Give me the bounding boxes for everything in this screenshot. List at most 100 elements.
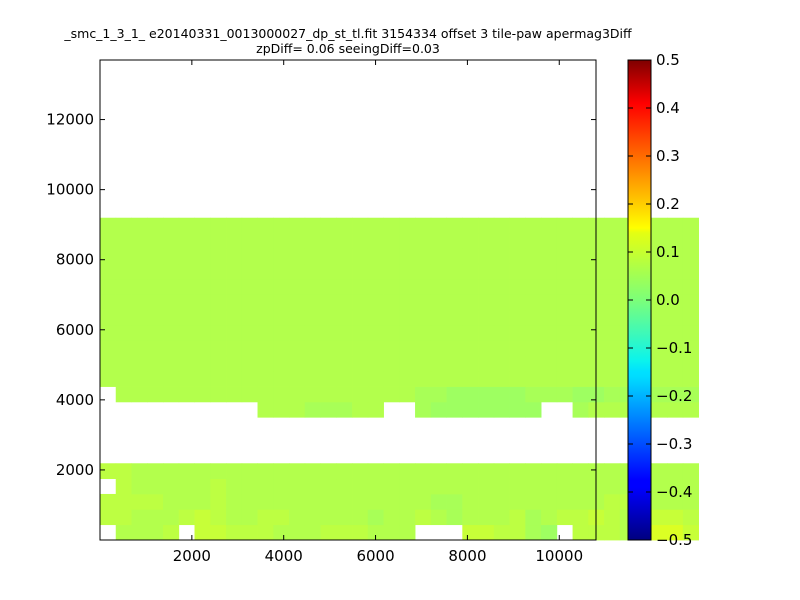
heatmap-cell (446, 309, 463, 326)
heatmap-cell (604, 309, 621, 326)
heatmap-cell (509, 309, 526, 326)
heatmap-cell (682, 294, 699, 311)
heatmap-cell (667, 309, 684, 326)
heatmap-cell (478, 263, 495, 280)
heatmap-cell (320, 309, 337, 326)
heatmap-cell (226, 478, 243, 495)
heatmap-cell (100, 248, 117, 265)
heatmap-cell (320, 493, 337, 510)
heatmap-cell (572, 233, 589, 249)
heatmap-cell (383, 509, 400, 526)
heatmap-cell (383, 524, 400, 541)
heatmap-cell (178, 325, 195, 341)
heatmap-cell (352, 355, 369, 372)
heatmap-cell (226, 386, 243, 403)
heatmap-cell (273, 263, 290, 280)
heatmap-cell (493, 386, 510, 403)
heatmap-cell (289, 463, 306, 480)
heatmap-cell (131, 325, 148, 341)
heatmap-cell (430, 309, 447, 326)
heatmap-cell (131, 279, 148, 295)
heatmap-cell (194, 463, 211, 480)
heatmap-cell (399, 233, 416, 249)
heatmap-cell (493, 294, 510, 311)
heatmap-cell (367, 524, 384, 541)
heatmap-cell (604, 401, 621, 418)
heatmap-cell (273, 217, 290, 234)
heatmap-cell (367, 248, 384, 265)
heatmap-cell (289, 263, 306, 280)
heatmap-cell (667, 355, 684, 372)
heatmap-cell (100, 493, 117, 510)
heatmap-cell (509, 294, 526, 311)
heatmap-cell (336, 524, 353, 541)
heatmap-cell (352, 371, 369, 387)
heatmap-cell (462, 340, 479, 357)
heatmap-cell (399, 325, 416, 341)
heatmap-cell (367, 371, 384, 387)
heatmap-cell (604, 340, 621, 357)
heatmap-cell (651, 493, 668, 510)
heatmap-cell (147, 478, 164, 495)
heatmap-cell (462, 309, 479, 326)
heatmap-cell (651, 217, 668, 234)
heatmap-cell (336, 248, 353, 265)
heatmap-cell (304, 294, 321, 311)
heatmap-cell (115, 509, 132, 526)
heatmap-cell (147, 279, 164, 295)
heatmap-cell (210, 355, 227, 372)
heatmap-cell (399, 355, 416, 372)
heatmap-cell (478, 524, 495, 541)
heatmap-cell (352, 386, 369, 403)
heatmap-cell (399, 371, 416, 387)
heatmap-cell (651, 294, 668, 311)
heatmap-cell (210, 386, 227, 403)
heatmap-cell (367, 279, 384, 295)
heatmap-cell (147, 463, 164, 480)
heatmap-cell (352, 524, 369, 541)
heatmap-cell (289, 524, 306, 541)
heatmap-cell (383, 340, 400, 357)
heatmap-cell (241, 217, 258, 234)
heatmap-cell (147, 248, 164, 265)
heatmap-cell (430, 478, 447, 495)
heatmap-cell (446, 248, 463, 265)
heatmap-cell (651, 340, 668, 357)
heatmap-cell (257, 493, 274, 510)
heatmap-cell (446, 294, 463, 311)
heatmap-cell (415, 371, 432, 387)
heatmap-cell (194, 279, 211, 295)
heatmap-cell (226, 463, 243, 480)
heatmap-cell (446, 386, 463, 403)
heatmap-cell (446, 401, 463, 418)
heatmap-cell (131, 493, 148, 510)
heatmap-cell (667, 401, 684, 418)
colorbar-tick-label: 0.3 (656, 147, 680, 165)
heatmap-cell (115, 524, 132, 541)
heatmap-cell (604, 478, 621, 495)
heatmap-cell (604, 371, 621, 387)
heatmap-cell (178, 263, 195, 280)
heatmap-cell (304, 371, 321, 387)
heatmap-cell (352, 217, 369, 234)
heatmap-cell (667, 279, 684, 295)
heatmap-cell (226, 340, 243, 357)
heatmap-cell (194, 355, 211, 372)
heatmap-cell (320, 233, 337, 249)
colorbar-tick-label: −0.2 (656, 387, 692, 405)
heatmap-cell (430, 371, 447, 387)
heatmap-cell (210, 509, 227, 526)
heatmap-cell (147, 493, 164, 510)
heatmap-cell (462, 248, 479, 265)
heatmap-cell (462, 401, 479, 418)
heatmap-cell (682, 325, 699, 341)
heatmap-cell (541, 233, 558, 249)
heatmap-cell (682, 386, 699, 403)
heatmap-cell (352, 509, 369, 526)
heatmap-cell (493, 509, 510, 526)
colorbar-tick-label: 0.5 (656, 51, 680, 69)
heatmap-cell (667, 463, 684, 480)
y-tick-label: 2000 (56, 461, 94, 479)
heatmap-cell (541, 263, 558, 280)
heatmap-cell (194, 325, 211, 341)
